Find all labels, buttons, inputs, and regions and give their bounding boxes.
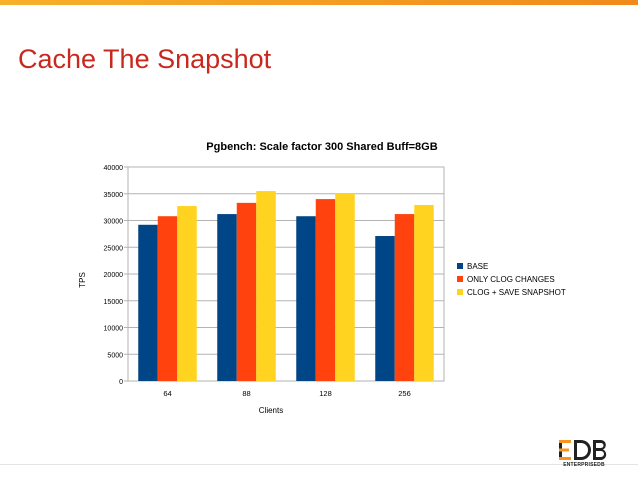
footer-divider — [0, 464, 638, 465]
x-tick-labels: 64 88 128 256 — [163, 389, 410, 398]
y-tick-label: 35000 — [104, 192, 124, 199]
plot-area — [127, 166, 445, 382]
x-tick-label: 128 — [319, 389, 332, 398]
y-tick-label: 30000 — [104, 219, 124, 226]
slide-title: Cache The Snapshot — [18, 44, 272, 74]
bar-only-clog-changes-256 — [394, 214, 415, 381]
legend-label: CLOG + SAVE SNAPSHOT — [467, 288, 566, 297]
x-axis-label: Clients — [259, 406, 283, 415]
legend-label: ONLY CLOG CHANGES — [467, 275, 555, 284]
y-tick-label: 5000 — [107, 352, 123, 359]
top-accent-bar — [0, 0, 638, 5]
y-tick-label: 0 — [119, 379, 123, 386]
legend-label: BASE — [467, 262, 488, 271]
y-tick-label: 20000 — [104, 272, 124, 279]
y-tick-labels: 0 5000 10000 15000 20000 25000 30000 35000 40000 — [104, 165, 124, 386]
enterprisedb-logo: ENTERPRISEDB — [559, 438, 609, 468]
y-tick-label: 40000 — [104, 165, 124, 172]
bar-clog-save-snapshot-256 — [414, 204, 434, 381]
logo-subtext: ENTERPRISEDB — [563, 462, 605, 468]
chart-title: Pgbench: Scale factor 300 Shared Buff=8G… — [206, 141, 437, 153]
bar-clog-save-snapshot-88 — [256, 191, 276, 381]
legend-swatch — [457, 276, 463, 282]
bar-base-88 — [217, 214, 237, 381]
legend-swatch — [457, 289, 463, 295]
y-tick-label: 10000 — [104, 326, 124, 333]
bar-clog-save-snapshot-64 — [177, 206, 197, 381]
x-tick-label: 64 — [163, 389, 171, 398]
chart-bars — [138, 191, 434, 381]
x-tick-label: 256 — [398, 389, 411, 398]
bar-base-256 — [375, 236, 395, 381]
y-tick-label: 15000 — [104, 299, 124, 306]
bar-only-clog-changes-128 — [315, 199, 336, 381]
chart-legend: BASE ONLY CLOG CHANGES CLOG + SAVE SNAPSHO… — [457, 262, 566, 297]
y-axis-label: TPS — [78, 272, 87, 288]
y-tick-label: 25000 — [104, 245, 124, 252]
bar-clog-save-snapshot-128 — [335, 193, 355, 381]
bar-only-clog-changes-88 — [236, 202, 257, 381]
x-tick-label: 88 — [242, 389, 250, 398]
bar-base-128 — [296, 216, 316, 381]
bar-base-64 — [138, 224, 158, 381]
bar-only-clog-changes-64 — [157, 216, 178, 381]
edb-logo-mark — [559, 440, 607, 460]
legend-swatch — [457, 263, 463, 269]
